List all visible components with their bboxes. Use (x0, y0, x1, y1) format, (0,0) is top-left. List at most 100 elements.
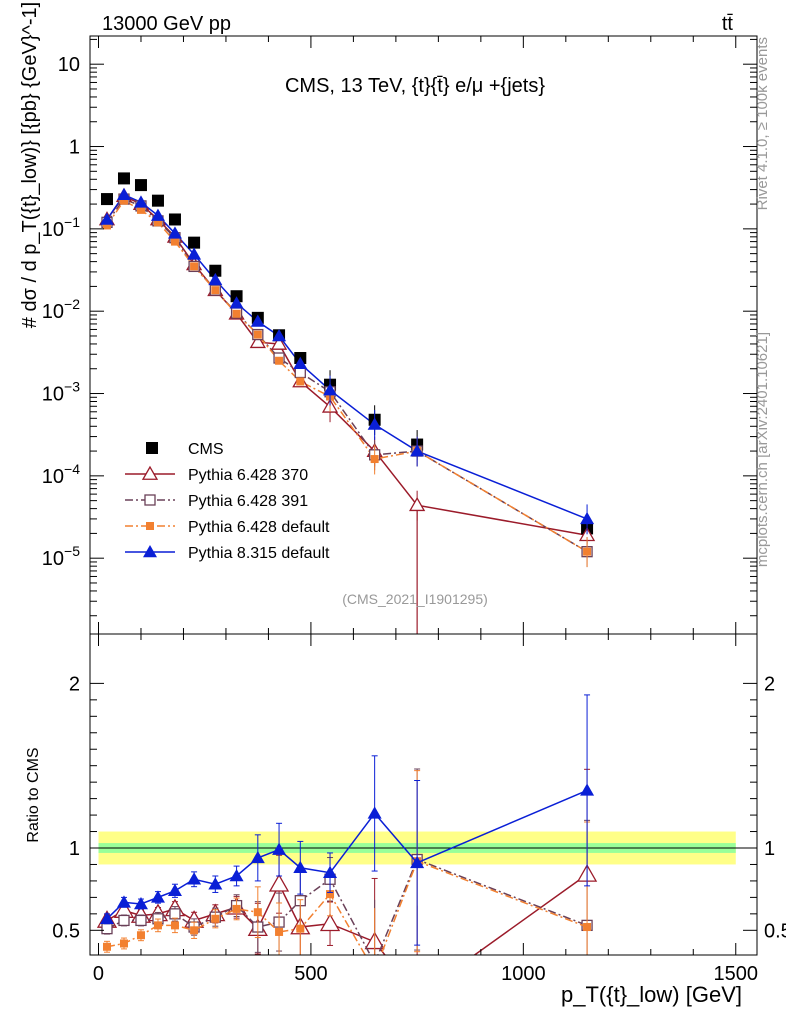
ratio-point-p391 (101, 923, 113, 935)
ratio-point-pdef (253, 908, 262, 917)
data-point-p370 (409, 496, 426, 512)
legend-label: Pythia 6.428 default (188, 519, 330, 536)
data-point-p8 (580, 511, 595, 525)
ratio-data (96, 694, 598, 956)
ratio-point-p8 (250, 850, 265, 864)
ratio-point-p8 (187, 872, 202, 885)
distribution-panel: 10 1 10−1 10−2 10−3 10−4 10−5 CMS, 13 TeV, {t}… (19, 2, 758, 635)
ratio-y-ticks: 0.5 0.5 1 1 2 2 (52, 673, 786, 942)
data-point-pdef (170, 237, 179, 246)
mcplots-label: mcplots.cern.ch [arXiv:2401.10621] (754, 332, 771, 567)
data-point-pdef (211, 286, 220, 295)
data-point-cms (151, 194, 164, 207)
ratio-point-pdef (583, 923, 592, 932)
data-point-cms (117, 172, 130, 185)
legend-marker-pdef (146, 522, 154, 530)
data-point-cms (100, 193, 113, 206)
ratio-axis-label: Ratio to CMS (25, 747, 42, 842)
ratio-panel: 0.5 0.5 1 1 2 2 Ratio to CMS (25, 633, 786, 956)
data-point-cms (209, 264, 222, 277)
y-axis-label: # dσ / d p_T({t}_low)} [{pb} {GeV}^-1] (19, 2, 41, 328)
data-point-p8 (99, 212, 114, 225)
legend-label: CMS (188, 441, 224, 458)
ratio-point-p8 (293, 860, 308, 874)
ratio-point-p391 (118, 914, 130, 927)
data-point-pdef (136, 205, 145, 214)
data-point-p8 (229, 296, 244, 309)
data-point-cms (168, 213, 181, 226)
x-tick-label: 1500 (714, 963, 759, 985)
legend-marker-p370 (141, 465, 159, 480)
y-tick-label: 10−2 (42, 296, 80, 323)
ratio-point-p8 (580, 783, 595, 796)
ratio-point-pdef (275, 927, 284, 936)
ratio-tick-label: 0.5 (764, 920, 786, 942)
x-axis: 0 500 1000 1500 (93, 36, 758, 985)
legend-label: Pythia 6.428 391 (188, 493, 308, 510)
data-point-cms (188, 236, 201, 249)
y-tick-label: 10−4 (42, 461, 80, 488)
ratio-point-pdef (190, 926, 199, 935)
data-point-p8 (116, 187, 131, 200)
ratio-point-p8 (229, 868, 244, 882)
ratio-point-pdef (136, 931, 145, 940)
ratio-point-p8 (150, 890, 165, 903)
data-point-p8 (367, 417, 382, 430)
y-tick-label: 10−3 (42, 379, 80, 406)
data-point-p8 (167, 226, 182, 239)
ratio-point-p8 (208, 877, 223, 890)
data-point-p8 (208, 272, 223, 286)
series-line-p391 (106, 198, 588, 553)
ratio-tick-label: 2 (764, 673, 775, 695)
ratio-point-p8 (167, 883, 182, 897)
legend-marker-p8 (143, 545, 157, 558)
data-point-p370 (249, 333, 266, 349)
legend-label: Pythia 8.315 default (188, 545, 330, 562)
ratio-point-p370 (319, 913, 341, 932)
data-point-p8 (272, 328, 287, 342)
plot-title: CMS, 13 TeV, {t}{t̄} e/μ +{jets} (285, 75, 545, 97)
data-point-cms (134, 179, 147, 192)
process-label: 13000 GeV pp (102, 13, 231, 35)
x-tick-label: 1000 (501, 963, 546, 985)
y-tick-label: 10−5 (42, 543, 80, 570)
series-line-pdef (106, 199, 588, 553)
ratio-point-p391 (135, 914, 147, 927)
ratio-point-pdef (296, 924, 305, 933)
distribution-data (98, 172, 596, 634)
legend-marker-cms (146, 442, 158, 454)
rivet-label: Rivet 4.1.0, ≥ 100k events (754, 37, 771, 210)
data-point-pdef (102, 221, 111, 230)
final-state-label: tt̄ (722, 13, 734, 35)
data-point-p8 (250, 314, 265, 327)
ratio-point-p8 (133, 896, 148, 910)
data-point-p8 (133, 195, 148, 208)
ratio-point-pdef (119, 939, 128, 948)
y-tick-label: 10−1 (42, 214, 80, 241)
ratio-point-pdef (153, 921, 162, 930)
analysis-id: (CMS_2021_I1901295) (342, 591, 488, 607)
x-tick-label: 0 (93, 963, 104, 985)
distribution-y-ticks: 10 1 10−1 10−2 10−3 10−4 10−5 (42, 38, 757, 617)
ratio-point-p8 (367, 806, 382, 819)
ratio-point-pdef (232, 904, 241, 913)
ratio-frame (89, 633, 758, 956)
ratio-point-pdef (326, 890, 335, 899)
data-point-pdef (232, 309, 241, 318)
ratio-point-p391 (169, 908, 181, 920)
data-point-pdef (370, 455, 379, 464)
legend-label: Pythia 6.428 370 (188, 467, 308, 484)
ratio-point-p8 (116, 895, 131, 908)
y-tick-label: 1 (69, 137, 80, 159)
ratio-line-p391 (106, 858, 588, 955)
ratio-tick-label: 2 (69, 673, 80, 695)
data-point-p370 (270, 335, 288, 350)
legend: CMS Pythia 6.428 370 Pythia 6.428 391 Pythi… (125, 441, 330, 562)
data-point-p8 (323, 383, 338, 396)
data-point-p8 (410, 444, 425, 457)
data-point-p391 (294, 366, 306, 379)
data-point-pdef (253, 330, 262, 339)
data-point-pdef (153, 218, 162, 227)
ratio-point-p370 (268, 873, 290, 892)
